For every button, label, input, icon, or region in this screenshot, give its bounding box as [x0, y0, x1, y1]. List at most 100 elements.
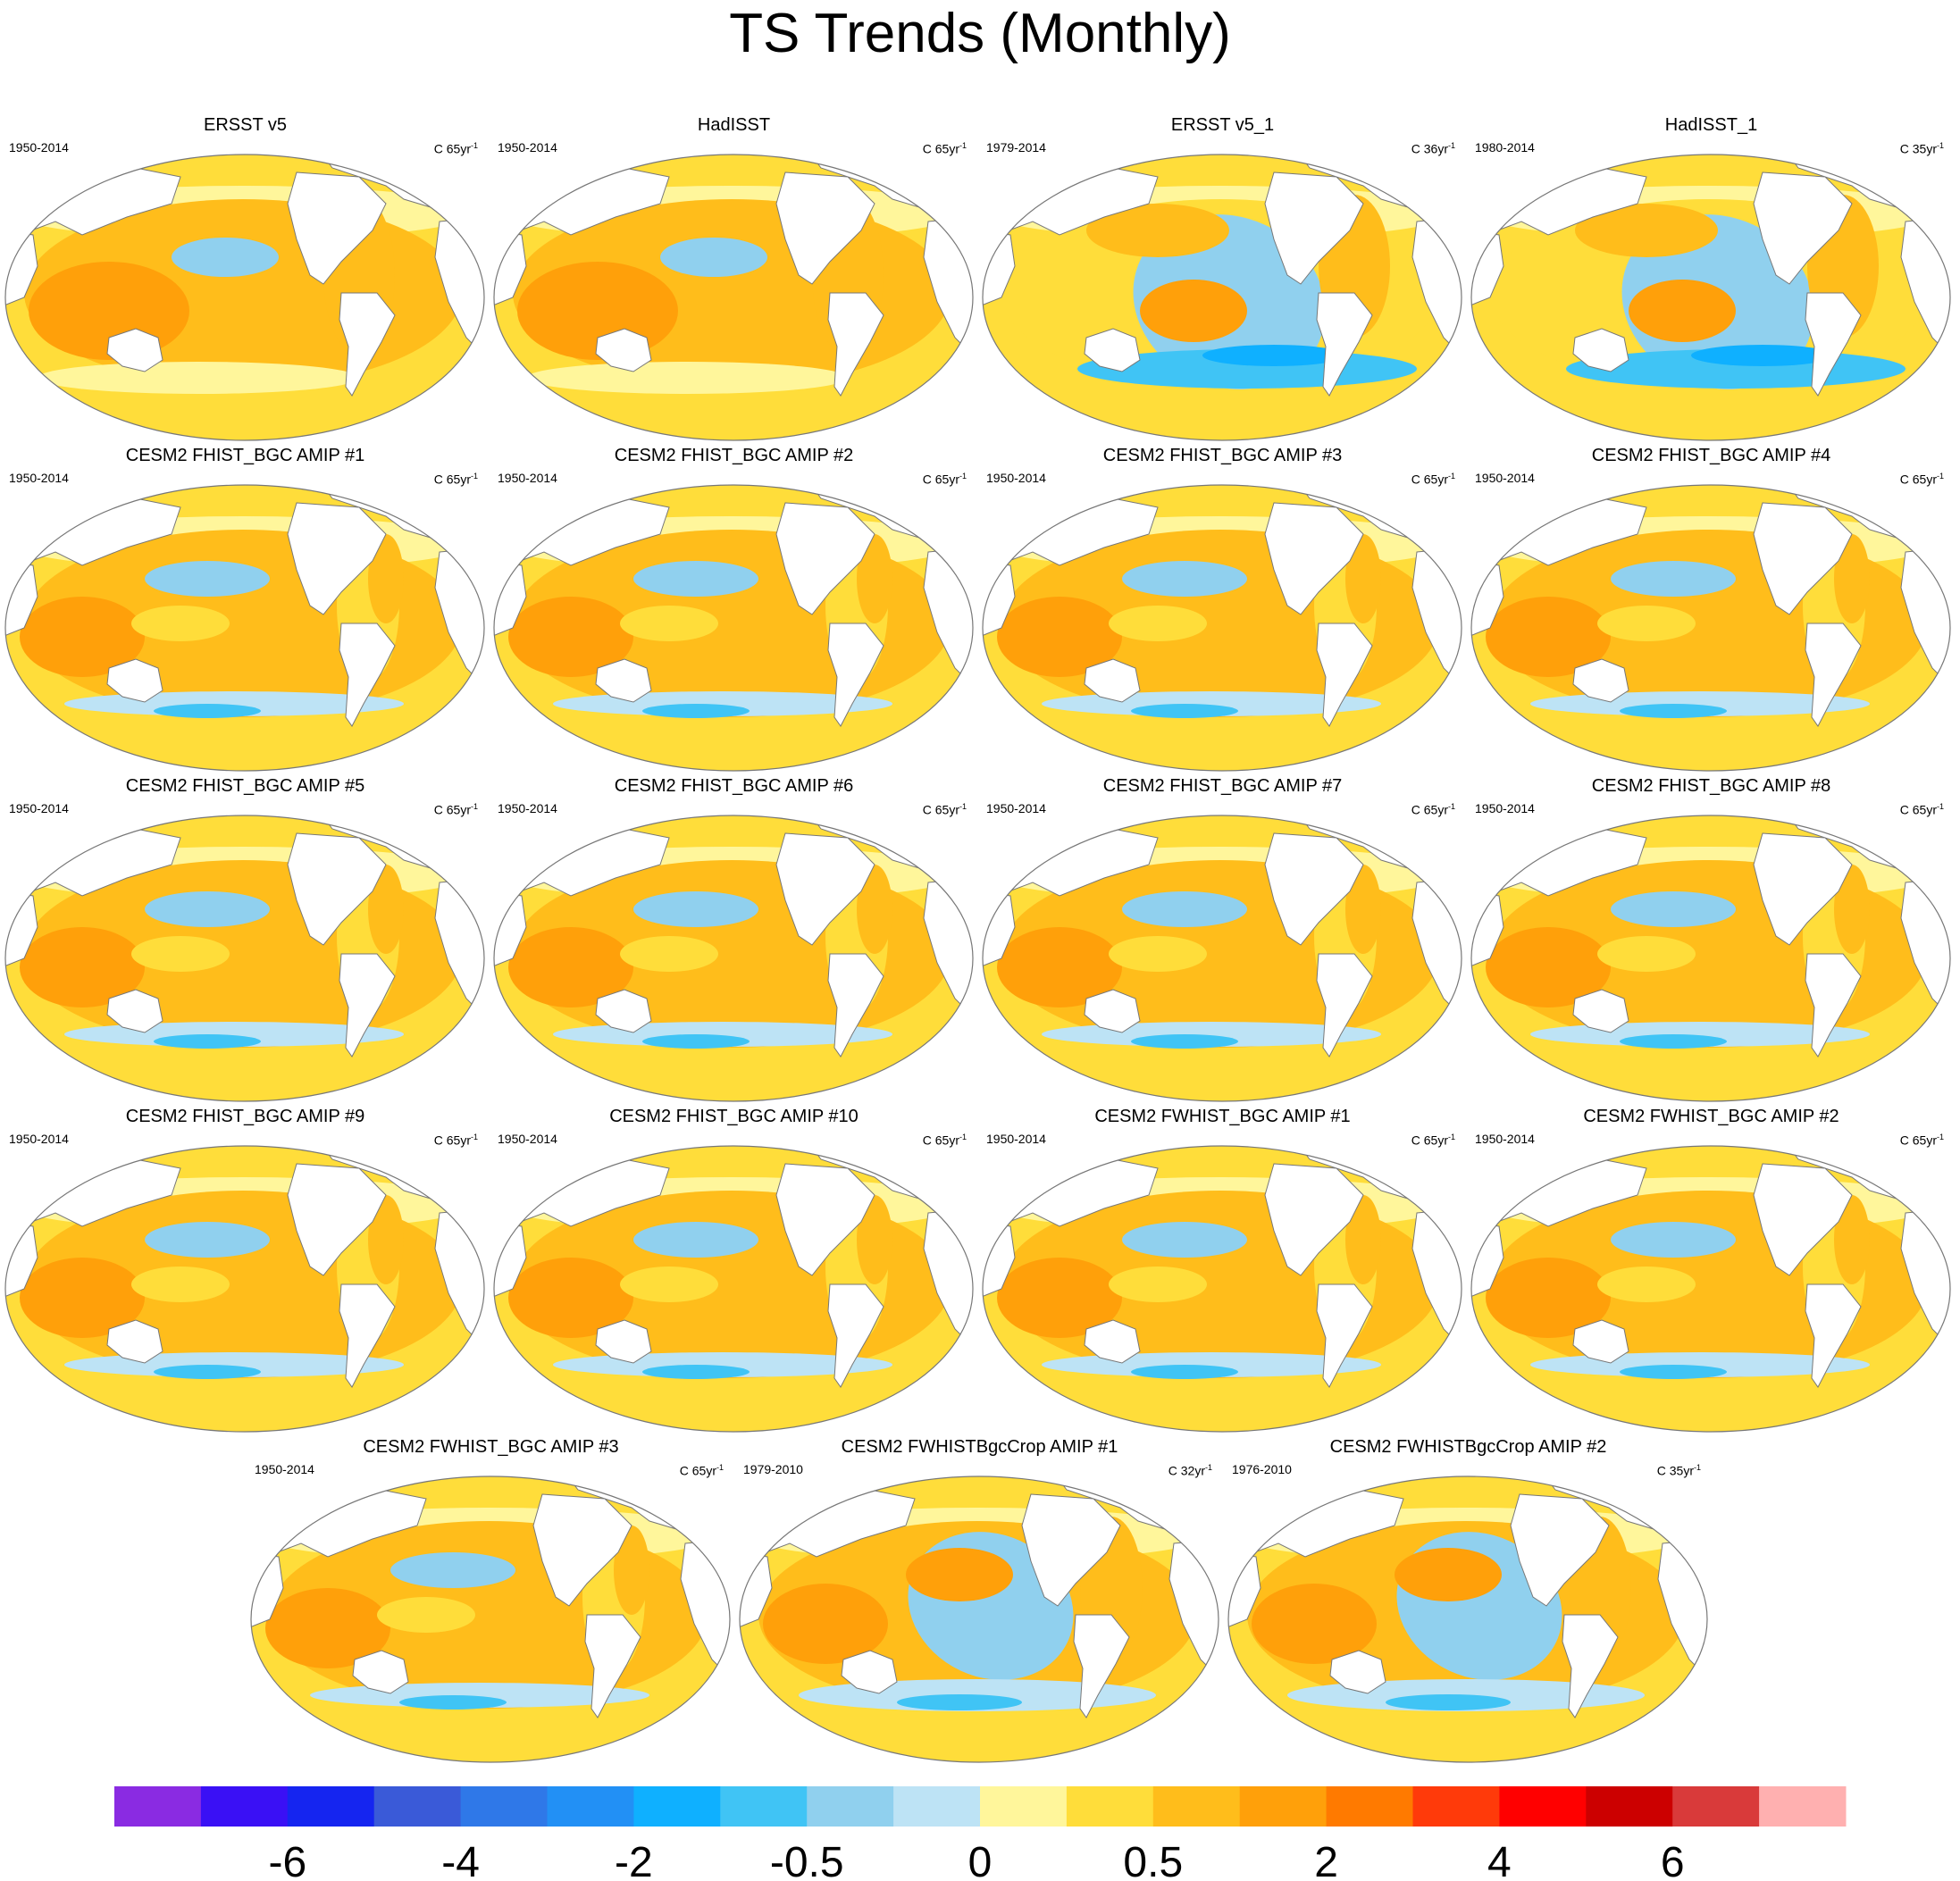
panel-period: 1950-2014 [9, 140, 69, 155]
land-north-america [287, 502, 387, 615]
trend-map [4, 154, 485, 441]
panel-units-exponent: -1 [1447, 802, 1455, 811]
map-panel: CESM2 FHIST_BGC AMIP #4 1950-2014 C 65yr-1 [1468, 445, 1955, 775]
trend-region [1109, 1267, 1207, 1302]
panel-units: C 65yr-1 [1900, 468, 1944, 488]
trend-region [1122, 561, 1247, 597]
trend-region [1140, 280, 1247, 342]
map-outline [4, 154, 485, 441]
land-north-america [775, 502, 875, 615]
colorbar-tick-label: 2 [1314, 1839, 1338, 1881]
panel-period: 1950-2014 [986, 471, 1046, 485]
trend-region [20, 927, 145, 1007]
trend-region [1620, 1365, 1727, 1379]
trend-region [1620, 1034, 1727, 1049]
land-north-america [1510, 1493, 1610, 1607]
land-south-america [339, 953, 396, 1058]
land-north-america [1753, 502, 1853, 615]
panel-units-exponent: -1 [1936, 802, 1944, 811]
land-australia [1572, 658, 1629, 703]
trend-region [897, 1694, 1022, 1710]
land-south-america [827, 953, 884, 1058]
panel-title: ERSST v5 [204, 115, 287, 135]
panel-units-text: C 65yr [433, 472, 471, 487]
trend-map [1470, 1145, 1951, 1433]
panel-period: 1950-2014 [1475, 1132, 1535, 1146]
trend-region [1575, 204, 1718, 257]
trend-map [1470, 815, 1951, 1102]
trend-region [1629, 280, 1736, 342]
land-australia [595, 1319, 652, 1364]
trend-region [1202, 345, 1345, 366]
panel-units: C 65yr-1 [434, 468, 478, 488]
land-north-america [1021, 1493, 1121, 1607]
trend-region [145, 891, 270, 927]
map-outline [493, 154, 974, 441]
colorbar-box [633, 1786, 721, 1827]
trend-region [1611, 561, 1736, 597]
trend-map [4, 1145, 485, 1433]
trend-region [1597, 1267, 1696, 1302]
map-panel: CESM2 FHIST_BGC AMIP #6 1950-2014 C 65yr-1 [490, 775, 977, 1106]
map-outline [1470, 815, 1951, 1102]
land-australia [841, 1650, 898, 1694]
colorbar-box [1152, 1786, 1241, 1827]
land-australia [1572, 989, 1629, 1033]
map-outline [493, 815, 974, 1102]
map-panel: CESM2 FHIST_BGC AMIP #9 1950-2014 C 65yr-1 [2, 1106, 489, 1436]
trend-map [982, 1145, 1462, 1433]
trend-region [1486, 1258, 1611, 1338]
colorbar-box [1586, 1786, 1673, 1827]
trend-region [1122, 891, 1247, 927]
trend-region [377, 1597, 475, 1633]
panel-title: CESM2 FHIST_BGC AMIP #2 [614, 446, 854, 465]
panel-period: 1950-2014 [986, 801, 1046, 815]
land-australia [106, 989, 163, 1033]
panel-units-exponent: -1 [1693, 1463, 1701, 1472]
land-north-america [1264, 832, 1364, 946]
panel-units: C 35yr-1 [1657, 1459, 1701, 1479]
land-australia [106, 1319, 163, 1364]
land-south-america [1805, 953, 1862, 1058]
trend-region [508, 597, 633, 677]
panel-units-text: C 65yr [1899, 1133, 1937, 1148]
land-australia [1572, 328, 1629, 372]
land-south-america [827, 292, 884, 397]
land-australia [1084, 1319, 1141, 1364]
trend-map [493, 484, 974, 772]
panel-units: C 32yr-1 [1168, 1459, 1212, 1479]
trend-region [763, 1584, 888, 1664]
trend-region [997, 1258, 1122, 1338]
panel-title: CESM2 FWHIST_BGC AMIP #2 [1583, 1107, 1839, 1126]
land-south-america [339, 292, 396, 397]
panel-units-text: C 65yr [922, 1133, 959, 1148]
panel-units-exponent: -1 [959, 802, 967, 811]
panel-units-text: C 32yr [1168, 1463, 1205, 1478]
panel-units: C 65yr-1 [1411, 798, 1455, 818]
land-south-america [1316, 1283, 1373, 1388]
panel-period: 1950-2014 [1475, 471, 1535, 485]
land-australia [595, 989, 652, 1033]
panel-period: 1950-2014 [498, 471, 557, 485]
land-south-america [1316, 292, 1373, 397]
panel-title: CESM2 FHIST_BGC AMIP #1 [125, 446, 365, 465]
map-outline [982, 484, 1462, 772]
trend-map [4, 815, 485, 1102]
panel-period: 1950-2014 [9, 801, 69, 815]
trend-region [1611, 891, 1736, 927]
colorbar-box [807, 1786, 894, 1827]
trend-region [857, 1195, 892, 1284]
trend-region [1834, 534, 1870, 623]
trend-region [38, 362, 359, 394]
panel-units: C 65yr-1 [434, 798, 478, 818]
trend-region [1611, 1222, 1736, 1258]
panel-units-text: C 65yr [433, 802, 471, 817]
land-north-america [287, 1163, 387, 1276]
panel-units-text: C 65yr [922, 472, 959, 487]
land-australia [352, 1650, 409, 1694]
colorbar-box [1066, 1786, 1154, 1827]
land-australia [1329, 1650, 1386, 1694]
map-outline [1470, 154, 1951, 441]
